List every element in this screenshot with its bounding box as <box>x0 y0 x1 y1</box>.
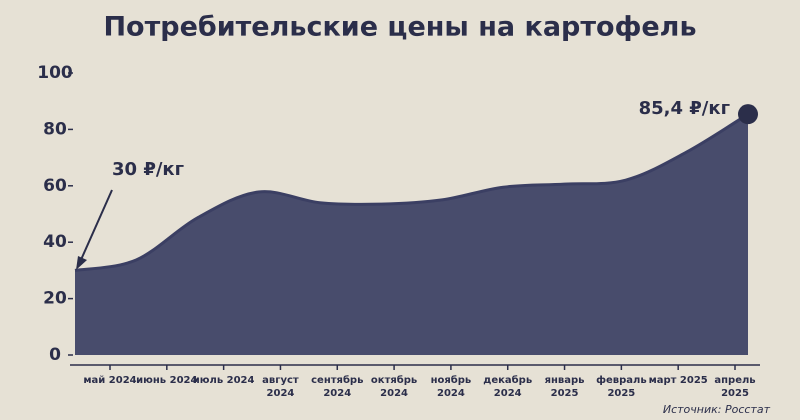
x-tick-label: май 2024 <box>83 375 137 386</box>
y-tick-label: 60 <box>43 176 67 196</box>
x-tick-label: октябрь 2024 <box>370 375 418 399</box>
x-tick-label: февраль 2025 <box>596 375 647 399</box>
x-tick-label: январь 2025 <box>544 375 585 399</box>
chart-title: Потребительские цены на картофель <box>103 12 696 43</box>
x-tick-label: июнь 2024 <box>136 375 198 386</box>
annotation: 85,4 ₽/кг <box>639 98 730 119</box>
area <box>75 114 748 355</box>
y-tick-label: 0 <box>49 345 61 365</box>
y-tick-label: 20 <box>43 289 67 309</box>
end-marker <box>738 104 758 125</box>
line <box>74 112 749 272</box>
x-tick-label: сентябрь 2024 <box>311 375 364 399</box>
y-tick-label: 100 <box>37 63 73 83</box>
x-tick-label: март 2025 <box>648 375 708 386</box>
x-tick-label: ноябрь 2024 <box>430 375 472 399</box>
x-tick-label: апрель 2025 <box>714 375 756 399</box>
annotation-arrowhead <box>76 256 87 270</box>
source: Источник: Росстат <box>663 403 771 416</box>
x-tick-label: июль 2024 <box>192 375 255 386</box>
y-tick-label: 80 <box>43 119 67 139</box>
annotation: 30 ₽/кг <box>112 159 184 180</box>
x-tick-label: декабрь 2024 <box>483 375 533 399</box>
annotation-arrow <box>79 189 113 263</box>
x-tick-label: август 2024 <box>262 375 299 399</box>
y-tick-label: 40 <box>43 232 67 252</box>
